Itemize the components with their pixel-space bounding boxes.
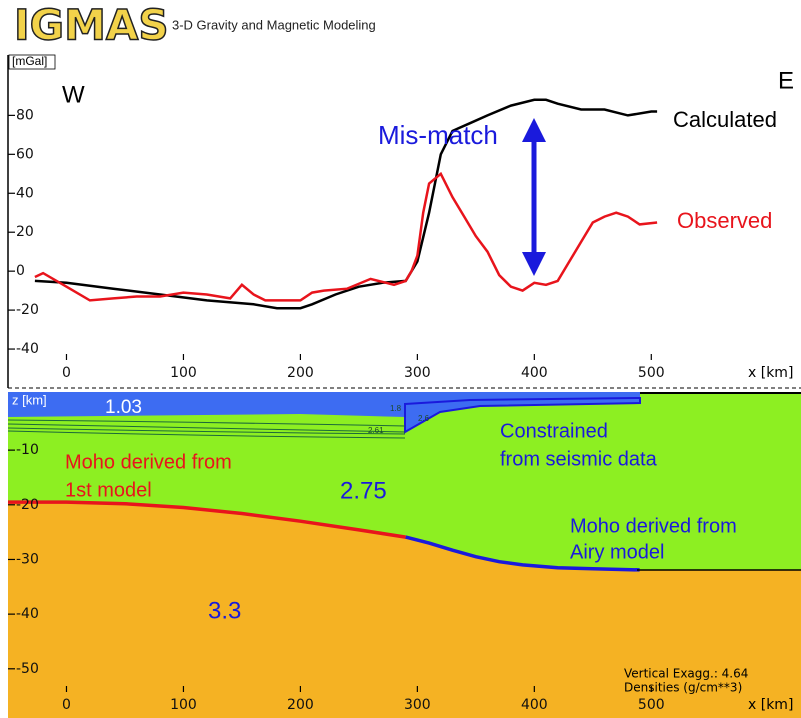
x-tick-label: 400 (521, 365, 548, 381)
y-tick-label: 60 (16, 146, 34, 162)
moho-first-label: 1st model (65, 479, 152, 501)
y-tick-label: -40 (16, 341, 39, 357)
moho-airy-label: Moho derived from (570, 515, 737, 537)
x-axis-label: x [km] (748, 365, 793, 381)
figure: IGMAS 3-D Gravity and Magnetic Modeling … (0, 0, 801, 718)
body-density: 2.61 (368, 426, 384, 435)
density-note: Densities (g/cm**3) (624, 681, 742, 695)
mantle-density: 3.3 (208, 597, 241, 624)
x-tick-label: 0 (62, 697, 71, 713)
x-tick-label: 300 (404, 365, 431, 381)
y-tick-label: 80 (16, 107, 34, 123)
y-tick-label: -10 (16, 442, 39, 458)
y-tick-label: -20 (16, 302, 39, 318)
x-tick-label: 400 (521, 697, 548, 713)
body-density: 2.6 (418, 414, 430, 423)
mismatch-label: Mis-match (378, 120, 498, 150)
x-tick-label: 200 (287, 365, 314, 381)
x-tick-label: 0 (62, 365, 71, 381)
y-tick-label: 0 (16, 263, 25, 279)
seismic-label: Constrained (500, 420, 608, 442)
x-tick-label: 300 (404, 697, 431, 713)
body-density: 1.8 (390, 404, 402, 413)
water-density: 1.03 (105, 397, 142, 418)
x-tick-label: 100 (170, 697, 197, 713)
legend-calculated: Calculated (673, 107, 777, 132)
x-tick-label: 500 (638, 697, 665, 713)
x-tick-label: 500 (638, 365, 665, 381)
legend-observed: Observed (677, 208, 772, 233)
crust-density: 2.75 (340, 477, 387, 504)
y-tick-label: 20 (16, 224, 34, 240)
logo: IGMAS (14, 1, 169, 50)
x-tick-label: 200 (287, 697, 314, 713)
x-tick-label: 100 (170, 365, 197, 381)
y-axis-label: [mGal] (12, 54, 47, 68)
x-axis-label: x [km] (748, 697, 793, 713)
y-tick-label: -20 (16, 497, 39, 513)
seismic-label: from seismic data (500, 448, 658, 470)
header-title: 3-D Gravity and Magnetic Modeling (172, 17, 376, 32)
moho-airy-label: Airy model (570, 541, 664, 563)
exaggeration-note: Vertical Exagg.: 4.64 (624, 667, 748, 681)
moho-first-label: Moho derived from (65, 451, 232, 473)
y-tick-label: -40 (16, 606, 39, 622)
y-tick-label: 40 (16, 185, 34, 201)
west-label: W (62, 81, 85, 108)
east-label: E (778, 67, 794, 94)
y-tick-label: -30 (16, 551, 39, 567)
y-tick-label: -50 (16, 661, 39, 677)
depth-axis-label: z [km] (12, 392, 47, 407)
